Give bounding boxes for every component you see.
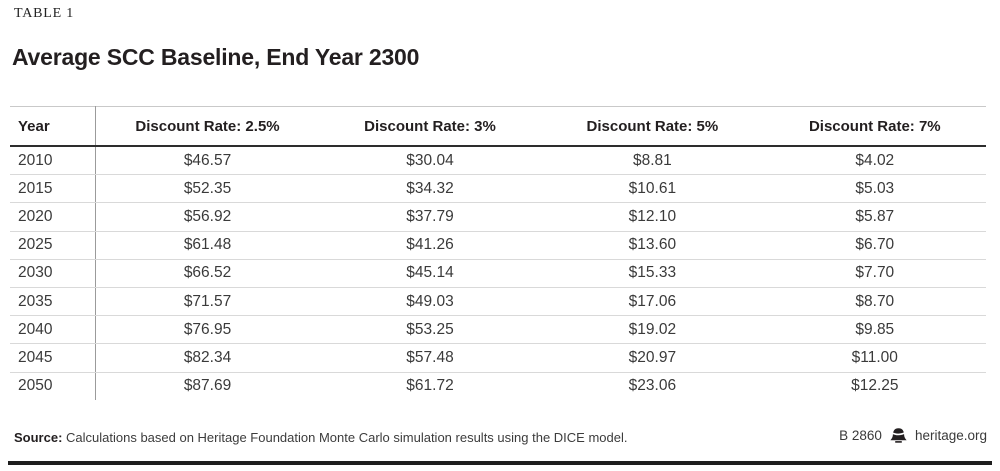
value-cell: $23.06 — [628, 377, 677, 395]
value-cell: $7.70 — [763, 259, 986, 288]
value-cell: $17.06 — [541, 287, 764, 317]
liberty-bell-icon — [890, 428, 907, 443]
year-cell: 2010 — [10, 146, 97, 176]
table-row: 2040 $76.95 $53.25 $19.02 $9.85 — [10, 315, 986, 345]
value-cell: $12.10 — [541, 202, 764, 232]
column-header-rate-2-5: Discount Rate: 2.5% — [95, 106, 319, 147]
table-row: 2015 $52.35 $34.32 $10.61 $5.03 — [10, 174, 986, 204]
value-cell: $37.79 — [318, 202, 542, 232]
value-cell: $66.52 — [95, 259, 319, 288]
column-header-year: Year — [10, 106, 97, 147]
table-row: 2020 $56.92 $37.79 $12.10 $5.87 — [10, 202, 986, 232]
year-cell: 2040 — [10, 315, 97, 345]
value-cell: $12.25 — [851, 377, 899, 395]
value-cell: $76.95 — [95, 315, 319, 345]
value-cell: $5.03 — [763, 174, 986, 204]
value-cell: $8.70 — [763, 287, 986, 317]
table-row: 2025 $61.48 $41.26 $13.60 $6.70 — [10, 231, 986, 260]
value-cell: $6.70 — [763, 231, 986, 260]
value-cell: $34.32 — [318, 174, 542, 204]
column-header-rate-5: Discount Rate: 5% — [541, 106, 764, 147]
table-row: 2010 $46.57 $30.04 $8.81 $4.02 — [10, 146, 986, 176]
column-header-rate-7: Discount Rate: 7% — [763, 106, 986, 147]
table-row: 2030 $66.52 $45.14 $15.33 $7.70 — [10, 259, 986, 288]
page-title: Average SCC Baseline, End Year 2300 — [12, 44, 420, 71]
source-label: Source: — [14, 430, 63, 445]
value-cell: $15.33 — [541, 259, 764, 288]
value-cell: $82.34 — [95, 343, 319, 373]
bottom-rule — [8, 461, 992, 465]
column-header-rate-3: Discount Rate: 3% — [318, 106, 542, 147]
value-cell: $10.61 — [541, 174, 764, 204]
year-cell: 2050 — [10, 372, 97, 400]
source-note: Source: Calculations based on Heritage F… — [14, 430, 627, 445]
table-row: 2045 $82.34 $57.48 $20.97 $11.00 — [10, 343, 986, 373]
value-cell: $5.87 — [763, 202, 986, 232]
value-cell: $71.57 — [95, 287, 319, 317]
value-cell: $9.85 — [763, 315, 986, 345]
value-cell: $56.92 — [95, 202, 319, 232]
value-cell: $13.60 — [541, 231, 764, 260]
value-cell: $45.14 — [318, 259, 542, 288]
value-cell: $46.57 — [95, 146, 319, 176]
year-cell: 2035 — [10, 287, 97, 317]
table-row: 2035 $71.57 $49.03 $17.06 $8.70 — [10, 287, 986, 317]
footer-branding: B 2860 heritage.org — [839, 428, 987, 443]
value-cell: $52.35 — [95, 174, 319, 204]
scc-baseline-table: Year Discount Rate: 2.5% Discount Rate: … — [10, 106, 986, 400]
value-cell: $61.72 — [406, 377, 454, 395]
site-name: heritage.org — [914, 428, 987, 443]
value-cell: $19.02 — [541, 315, 764, 345]
value-cell: $57.48 — [318, 343, 542, 373]
year-cell: 2030 — [10, 259, 97, 288]
year-cell: 2045 — [10, 343, 97, 373]
table-label: TABLE 1 — [14, 6, 75, 21]
value-cell: $87.69 — [183, 377, 232, 395]
value-cell: $49.03 — [318, 287, 542, 317]
value-cell: $30.04 — [318, 146, 542, 176]
value-cell: $11.00 — [763, 343, 986, 373]
value-cell: $53.25 — [318, 315, 542, 345]
value-cell: $4.02 — [763, 146, 986, 176]
report-id: B 2860 — [839, 428, 882, 443]
source-text: Calculations based on Heritage Foundatio… — [62, 430, 628, 445]
year-cell: 2025 — [10, 231, 97, 260]
value-cell: $41.26 — [318, 231, 542, 260]
year-cell: 2015 — [10, 174, 97, 204]
year-cell: 2020 — [10, 202, 97, 232]
table-row: 2050 $87.69 $61.72 $23.06 $12.25 — [10, 372, 986, 400]
value-cell: $20.97 — [541, 343, 764, 373]
header-row: Year Discount Rate: 2.5% Discount Rate: … — [10, 106, 986, 147]
value-cell: $8.81 — [541, 146, 764, 176]
value-cell: $61.48 — [95, 231, 319, 260]
